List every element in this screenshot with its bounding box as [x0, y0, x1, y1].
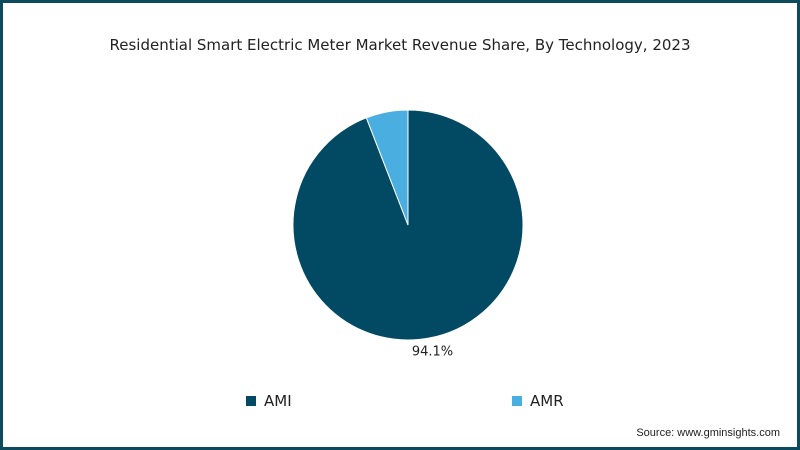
legend-label-ami: AMI: [264, 392, 292, 410]
legend-swatch-amr: [512, 396, 522, 406]
source-note: Source: www.gminsights.com: [636, 427, 780, 439]
chart-title: Residential Smart Electric Meter Market …: [109, 36, 691, 54]
legend-item-amr: AMR: [512, 392, 564, 410]
legend-item-ami: AMI: [246, 392, 292, 410]
data-label-ami: 94.1%: [412, 345, 453, 360]
legend-swatch-ami: [246, 396, 256, 406]
legend-label-amr: AMR: [530, 392, 564, 410]
pie-slice-amr: [365, 109, 409, 226]
